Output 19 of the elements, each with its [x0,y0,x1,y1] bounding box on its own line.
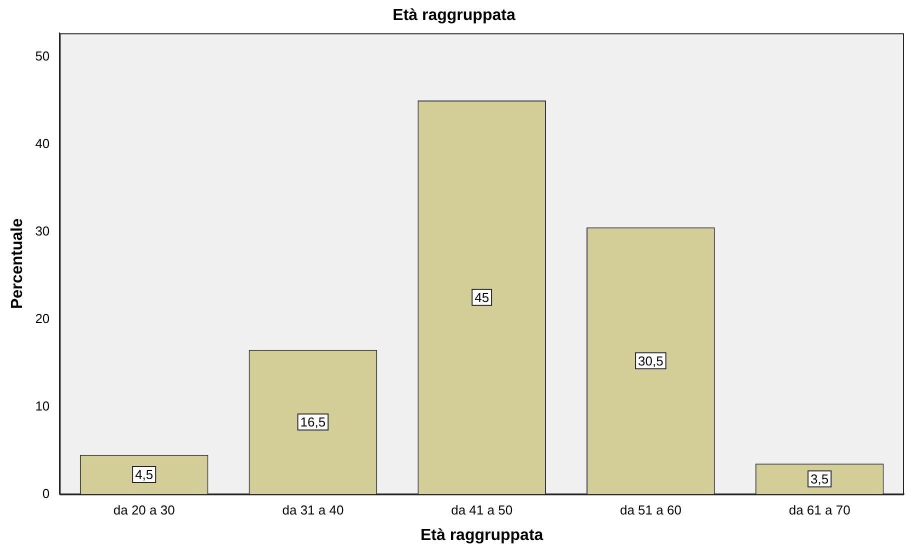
data-label: 3,5 [810,471,829,486]
x-tick-label: da 20 a 30 [113,502,175,518]
y-tick-label: 10 [35,398,50,414]
chart-title: Età raggruppata [392,7,516,24]
x-tick-label: da 61 a 70 [788,502,850,518]
data-label: 4,5 [135,467,154,482]
y-tick-label: 40 [35,136,50,151]
x-tick-label: da 41 a 50 [451,502,513,518]
x-axis-title: Età raggruppata [420,526,544,544]
y-tick-label: 20 [35,310,50,326]
y-axis-title: Percentuale [9,218,26,310]
data-label: 30,5 [638,353,664,368]
y-tick-label: 30 [35,223,50,238]
x-tick-label: da 51 a 60 [620,502,682,518]
x-tick-label: da 31 a 40 [282,502,344,518]
y-tick-label: 0 [42,486,50,501]
data-label: 16,5 [300,414,326,430]
data-label: 45 [474,290,490,305]
y-tick-label: 50 [35,48,50,64]
